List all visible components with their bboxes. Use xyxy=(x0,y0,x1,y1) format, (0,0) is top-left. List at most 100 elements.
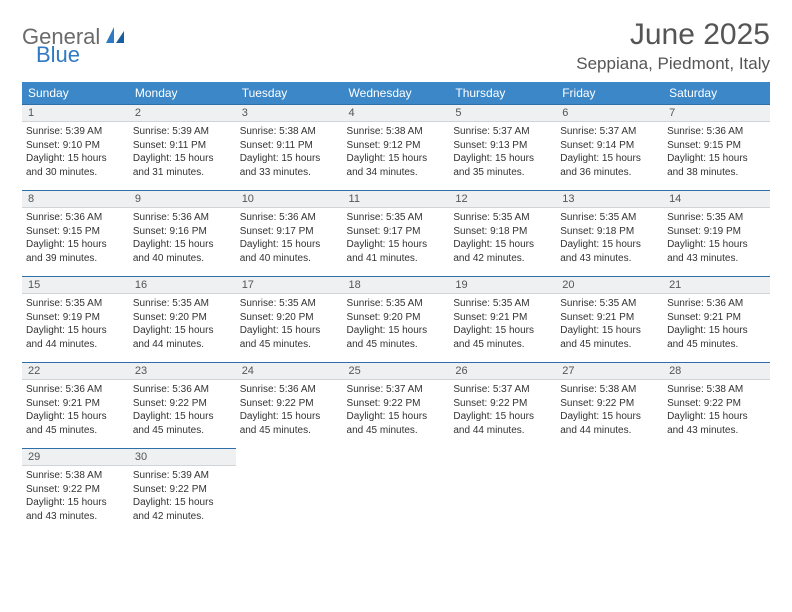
calendar-cell xyxy=(343,448,450,534)
calendar-cell: 6Sunrise: 5:37 AMSunset: 9:14 PMDaylight… xyxy=(556,104,663,190)
day-details: Sunrise: 5:36 AMSunset: 9:15 PMDaylight:… xyxy=(22,208,129,265)
calendar-row: 8Sunrise: 5:36 AMSunset: 9:15 PMDaylight… xyxy=(22,190,770,276)
calendar-cell: 2Sunrise: 5:39 AMSunset: 9:11 PMDaylight… xyxy=(129,104,236,190)
day-number: 12 xyxy=(449,190,556,208)
calendar-cell xyxy=(449,448,556,534)
title-block: June 2025 Seppiana, Piedmont, Italy xyxy=(576,18,770,74)
day-number: 1 xyxy=(22,104,129,122)
day-details: Sunrise: 5:37 AMSunset: 9:14 PMDaylight:… xyxy=(556,122,663,179)
day-details: Sunrise: 5:35 AMSunset: 9:20 PMDaylight:… xyxy=(129,294,236,351)
day-number: 4 xyxy=(343,104,450,122)
weekday-header: Friday xyxy=(556,82,663,104)
weekday-header: Thursday xyxy=(449,82,556,104)
day-details: Sunrise: 5:37 AMSunset: 9:22 PMDaylight:… xyxy=(449,380,556,437)
calendar-cell: 5Sunrise: 5:37 AMSunset: 9:13 PMDaylight… xyxy=(449,104,556,190)
day-number: 9 xyxy=(129,190,236,208)
calendar-cell: 22Sunrise: 5:36 AMSunset: 9:21 PMDayligh… xyxy=(22,362,129,448)
day-number: 5 xyxy=(449,104,556,122)
logo: General Blue xyxy=(22,24,126,50)
month-title: June 2025 xyxy=(576,18,770,52)
day-number: 26 xyxy=(449,362,556,380)
day-number: 24 xyxy=(236,362,343,380)
weekday-header: Tuesday xyxy=(236,82,343,104)
calendar-body: 1Sunrise: 5:39 AMSunset: 9:10 PMDaylight… xyxy=(22,104,770,534)
calendar-cell: 29Sunrise: 5:38 AMSunset: 9:22 PMDayligh… xyxy=(22,448,129,534)
day-number: 23 xyxy=(129,362,236,380)
day-number: 25 xyxy=(343,362,450,380)
calendar-row: 1Sunrise: 5:39 AMSunset: 9:10 PMDaylight… xyxy=(22,104,770,190)
weekday-header-row: SundayMondayTuesdayWednesdayThursdayFrid… xyxy=(22,82,770,104)
day-number: 16 xyxy=(129,276,236,294)
day-number: 8 xyxy=(22,190,129,208)
calendar-row: 29Sunrise: 5:38 AMSunset: 9:22 PMDayligh… xyxy=(22,448,770,534)
calendar-cell: 10Sunrise: 5:36 AMSunset: 9:17 PMDayligh… xyxy=(236,190,343,276)
day-number: 11 xyxy=(343,190,450,208)
calendar-cell: 3Sunrise: 5:38 AMSunset: 9:11 PMDaylight… xyxy=(236,104,343,190)
day-number: 14 xyxy=(663,190,770,208)
calendar-cell: 8Sunrise: 5:36 AMSunset: 9:15 PMDaylight… xyxy=(22,190,129,276)
calendar-cell: 27Sunrise: 5:38 AMSunset: 9:22 PMDayligh… xyxy=(556,362,663,448)
day-number: 6 xyxy=(556,104,663,122)
day-number: 21 xyxy=(663,276,770,294)
day-details: Sunrise: 5:39 AMSunset: 9:10 PMDaylight:… xyxy=(22,122,129,179)
calendar-cell: 11Sunrise: 5:35 AMSunset: 9:17 PMDayligh… xyxy=(343,190,450,276)
weekday-header: Sunday xyxy=(22,82,129,104)
logo-sail-icon xyxy=(104,25,126,50)
calendar-cell: 28Sunrise: 5:38 AMSunset: 9:22 PMDayligh… xyxy=(663,362,770,448)
day-details: Sunrise: 5:38 AMSunset: 9:11 PMDaylight:… xyxy=(236,122,343,179)
calendar-cell xyxy=(663,448,770,534)
calendar-cell: 12Sunrise: 5:35 AMSunset: 9:18 PMDayligh… xyxy=(449,190,556,276)
calendar-cell: 16Sunrise: 5:35 AMSunset: 9:20 PMDayligh… xyxy=(129,276,236,362)
day-number: 13 xyxy=(556,190,663,208)
calendar-cell: 17Sunrise: 5:35 AMSunset: 9:20 PMDayligh… xyxy=(236,276,343,362)
day-details: Sunrise: 5:35 AMSunset: 9:18 PMDaylight:… xyxy=(556,208,663,265)
day-number: 19 xyxy=(449,276,556,294)
calendar-cell: 7Sunrise: 5:36 AMSunset: 9:15 PMDaylight… xyxy=(663,104,770,190)
day-details: Sunrise: 5:38 AMSunset: 9:22 PMDaylight:… xyxy=(22,466,129,523)
day-details: Sunrise: 5:36 AMSunset: 9:22 PMDaylight:… xyxy=(129,380,236,437)
day-details: Sunrise: 5:35 AMSunset: 9:18 PMDaylight:… xyxy=(449,208,556,265)
calendar-cell: 25Sunrise: 5:37 AMSunset: 9:22 PMDayligh… xyxy=(343,362,450,448)
calendar-cell: 1Sunrise: 5:39 AMSunset: 9:10 PMDaylight… xyxy=(22,104,129,190)
day-details: Sunrise: 5:36 AMSunset: 9:15 PMDaylight:… xyxy=(663,122,770,179)
day-number: 28 xyxy=(663,362,770,380)
header: General Blue June 2025 Seppiana, Piedmon… xyxy=(22,18,770,74)
calendar-cell: 20Sunrise: 5:35 AMSunset: 9:21 PMDayligh… xyxy=(556,276,663,362)
day-number: 20 xyxy=(556,276,663,294)
calendar-cell xyxy=(236,448,343,534)
day-number: 18 xyxy=(343,276,450,294)
calendar-cell xyxy=(556,448,663,534)
day-details: Sunrise: 5:36 AMSunset: 9:17 PMDaylight:… xyxy=(236,208,343,265)
calendar-row: 22Sunrise: 5:36 AMSunset: 9:21 PMDayligh… xyxy=(22,362,770,448)
day-details: Sunrise: 5:39 AMSunset: 9:11 PMDaylight:… xyxy=(129,122,236,179)
day-details: Sunrise: 5:35 AMSunset: 9:20 PMDaylight:… xyxy=(343,294,450,351)
calendar-cell: 23Sunrise: 5:36 AMSunset: 9:22 PMDayligh… xyxy=(129,362,236,448)
day-details: Sunrise: 5:36 AMSunset: 9:22 PMDaylight:… xyxy=(236,380,343,437)
weekday-header: Monday xyxy=(129,82,236,104)
day-details: Sunrise: 5:36 AMSunset: 9:21 PMDaylight:… xyxy=(22,380,129,437)
day-details: Sunrise: 5:38 AMSunset: 9:22 PMDaylight:… xyxy=(663,380,770,437)
calendar-row: 15Sunrise: 5:35 AMSunset: 9:19 PMDayligh… xyxy=(22,276,770,362)
day-number: 27 xyxy=(556,362,663,380)
day-number: 17 xyxy=(236,276,343,294)
calendar-cell: 19Sunrise: 5:35 AMSunset: 9:21 PMDayligh… xyxy=(449,276,556,362)
day-details: Sunrise: 5:35 AMSunset: 9:19 PMDaylight:… xyxy=(663,208,770,265)
location-text: Seppiana, Piedmont, Italy xyxy=(576,54,770,74)
day-details: Sunrise: 5:38 AMSunset: 9:12 PMDaylight:… xyxy=(343,122,450,179)
weekday-header: Wednesday xyxy=(343,82,450,104)
calendar-cell: 14Sunrise: 5:35 AMSunset: 9:19 PMDayligh… xyxy=(663,190,770,276)
day-details: Sunrise: 5:36 AMSunset: 9:21 PMDaylight:… xyxy=(663,294,770,351)
day-number: 22 xyxy=(22,362,129,380)
day-details: Sunrise: 5:37 AMSunset: 9:22 PMDaylight:… xyxy=(343,380,450,437)
day-number: 15 xyxy=(22,276,129,294)
day-number: 10 xyxy=(236,190,343,208)
calendar-cell: 9Sunrise: 5:36 AMSunset: 9:16 PMDaylight… xyxy=(129,190,236,276)
day-details: Sunrise: 5:35 AMSunset: 9:20 PMDaylight:… xyxy=(236,294,343,351)
day-details: Sunrise: 5:35 AMSunset: 9:21 PMDaylight:… xyxy=(449,294,556,351)
day-details: Sunrise: 5:38 AMSunset: 9:22 PMDaylight:… xyxy=(556,380,663,437)
day-details: Sunrise: 5:35 AMSunset: 9:19 PMDaylight:… xyxy=(22,294,129,351)
calendar-cell: 18Sunrise: 5:35 AMSunset: 9:20 PMDayligh… xyxy=(343,276,450,362)
calendar-cell: 30Sunrise: 5:39 AMSunset: 9:22 PMDayligh… xyxy=(129,448,236,534)
day-number: 7 xyxy=(663,104,770,122)
calendar-cell: 24Sunrise: 5:36 AMSunset: 9:22 PMDayligh… xyxy=(236,362,343,448)
